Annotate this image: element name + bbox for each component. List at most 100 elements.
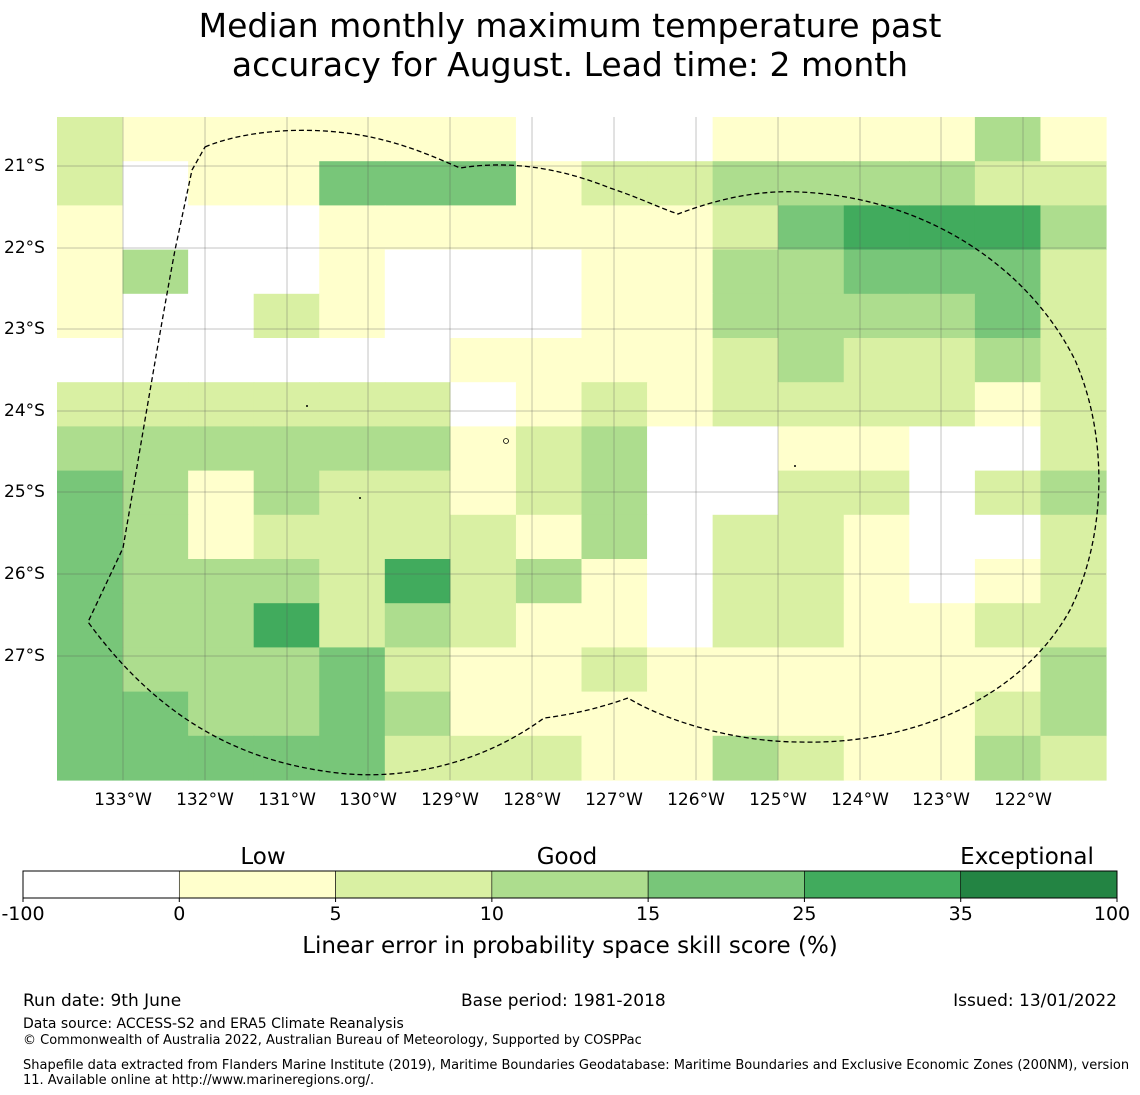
grid-cell (974, 426, 1042, 472)
grid-cell (909, 117, 976, 162)
grid-cell (384, 117, 451, 162)
grid-cell (384, 691, 451, 737)
shapefile-credit: Shapefile data extracted from Flanders M… (23, 1058, 1130, 1088)
grid-cell (188, 249, 255, 295)
colorbar-tick-label: 0 (173, 903, 186, 925)
colorbar-tick-label: -100 (1, 903, 45, 925)
grid-cell (319, 470, 386, 516)
grid-cell (778, 426, 845, 472)
grid-cell (122, 117, 189, 162)
lon-label: 123°W (912, 790, 970, 810)
grid-cell (57, 559, 124, 604)
grid-cell (384, 205, 451, 251)
grid-cell (712, 117, 779, 162)
grid-cell (57, 293, 124, 339)
grid-cell (909, 691, 976, 737)
grid-cell (647, 205, 714, 251)
grid-cell (188, 338, 255, 383)
grid-cell (974, 293, 1042, 339)
lon-label: 129°W (421, 790, 479, 810)
grid-cell (122, 161, 189, 206)
grid-cell (712, 161, 779, 206)
grid-cell (712, 514, 779, 560)
grid-cell (122, 514, 189, 560)
grid-cell (909, 603, 976, 648)
grid-cell (712, 249, 779, 295)
grid-cell (57, 117, 124, 162)
grid-cell (1040, 338, 1107, 383)
grid-cell (319, 293, 386, 339)
grid-cell (581, 691, 648, 737)
grid-cell (843, 735, 910, 781)
grid-cell (909, 338, 976, 383)
grid-cell (909, 647, 976, 693)
grid-cell (778, 470, 845, 516)
grid-cell (581, 514, 648, 560)
grid-cell (843, 691, 910, 737)
grid-cell (122, 249, 189, 295)
grid-cell (188, 293, 255, 339)
grid-cell (647, 691, 714, 737)
lat-label: 22°S (4, 238, 45, 258)
grid-cell (319, 559, 386, 604)
grid-cell (122, 735, 189, 781)
grid-cell (778, 117, 845, 162)
grid-cell (515, 117, 583, 162)
grid-cell (515, 603, 583, 648)
grid-cell (974, 647, 1042, 693)
grid-cell (909, 205, 976, 251)
grid-cell (515, 470, 583, 516)
colorbar-segment (22, 870, 180, 899)
grid-cell (712, 382, 779, 427)
grid-cell (974, 205, 1042, 251)
grid-cell (122, 205, 189, 251)
grid-cell (319, 514, 386, 560)
colorbar-segment (178, 870, 336, 899)
grid-cell (319, 426, 386, 472)
grid-cell (57, 691, 124, 737)
grid-cell (319, 117, 386, 162)
grid-cell (450, 426, 517, 472)
grid-cell (647, 559, 714, 604)
grid-cell (909, 470, 976, 516)
grid-cell (384, 293, 451, 339)
lat-label: 24°S (4, 401, 45, 421)
grid-cell (515, 559, 583, 604)
grid-cell (57, 338, 124, 383)
grid-cell (188, 514, 255, 560)
colorbar-outline (22, 870, 1118, 899)
grid-cell (647, 249, 714, 295)
colorbar-segment (335, 870, 493, 899)
grid-cell (1040, 559, 1107, 604)
colorbar-tick-label: 10 (479, 903, 504, 925)
grid-cell (319, 161, 386, 206)
grid-cell (647, 293, 714, 339)
grid-cell (647, 382, 714, 427)
grid-cell (450, 205, 517, 251)
grid-cell (515, 338, 583, 383)
grid-cell (1040, 426, 1107, 472)
grid-cell (647, 426, 714, 472)
grid-cell (1040, 293, 1107, 339)
grid-cell (450, 691, 517, 737)
grid-cell (581, 338, 648, 383)
grid-cell (57, 647, 124, 693)
grid-cell (581, 735, 648, 781)
grid-cell (57, 426, 124, 472)
grid-cell (778, 205, 845, 251)
grid-cell (581, 647, 648, 693)
grid-cell (384, 470, 451, 516)
legend-category-exceptional: Exceptional (960, 844, 1094, 870)
grid-cell (122, 382, 189, 427)
grid-cell (188, 647, 255, 693)
grid-cell (843, 117, 910, 162)
chart-title: Median monthly maximum temperature past … (0, 6, 1140, 84)
grid-cell (1040, 514, 1107, 560)
grid-cell (515, 647, 583, 693)
grid-cell (647, 735, 714, 781)
grid-cell (778, 382, 845, 427)
lat-label: 27°S (4, 646, 45, 666)
grid-cell (778, 514, 845, 560)
grid-cell (319, 691, 386, 737)
grid-cell (647, 470, 714, 516)
